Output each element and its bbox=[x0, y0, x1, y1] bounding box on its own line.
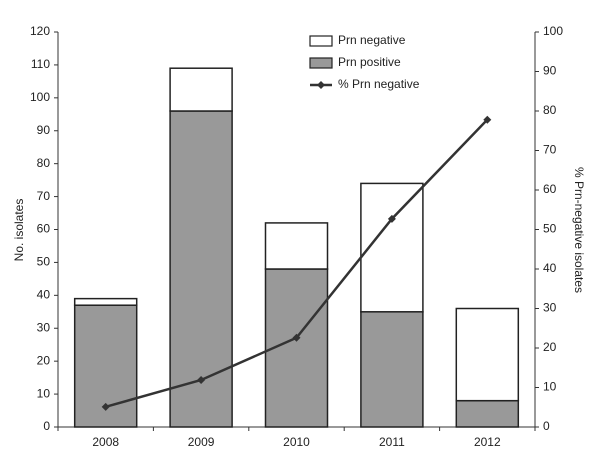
x-tick-label: 2012 bbox=[474, 435, 501, 449]
y-tick-label: 50 bbox=[37, 255, 51, 269]
y2-tick-label: 40 bbox=[543, 261, 557, 275]
legend-label: Prn negative bbox=[338, 33, 406, 47]
bar bbox=[169, 67, 233, 112]
bar bbox=[73, 297, 138, 306]
legend-label: Prn positive bbox=[338, 55, 401, 69]
y-tick-label: 10 bbox=[37, 386, 51, 400]
legend-label: % Prn negative bbox=[338, 77, 420, 91]
x-tick-label: 2008 bbox=[92, 435, 119, 449]
x-tick-label: 2009 bbox=[188, 435, 215, 449]
y-tick-label: 30 bbox=[37, 320, 51, 334]
marker bbox=[483, 115, 492, 124]
y2-tick-label: 70 bbox=[543, 143, 557, 157]
y2-tick-label: 90 bbox=[543, 64, 557, 78]
y2-tick-label: 30 bbox=[543, 301, 557, 315]
y2-tick-label: 10 bbox=[543, 380, 557, 394]
y-tick-label: 120 bbox=[30, 24, 50, 38]
y-tick-label: 110 bbox=[31, 57, 50, 71]
bar bbox=[455, 399, 520, 428]
y-tick-label: 80 bbox=[37, 156, 51, 170]
marker bbox=[101, 402, 110, 411]
y-tick-label: 90 bbox=[37, 123, 51, 137]
y-tick-label: 60 bbox=[37, 222, 51, 236]
y2-tick-label: 50 bbox=[543, 222, 557, 236]
bar bbox=[360, 182, 424, 313]
x-tick-label: 2010 bbox=[283, 435, 310, 449]
y2-tick-label: 20 bbox=[543, 340, 557, 354]
y2-tick-label: 100 bbox=[543, 24, 563, 38]
y2-axis-label: % Prn-negative isolates bbox=[572, 167, 586, 293]
marker bbox=[387, 214, 396, 223]
y-tick-label: 20 bbox=[37, 353, 51, 367]
y-tick-label: 0 bbox=[43, 419, 50, 433]
legend-marker bbox=[317, 81, 325, 89]
bar bbox=[169, 110, 233, 428]
bar bbox=[455, 307, 520, 402]
y2-tick-label: 60 bbox=[543, 182, 557, 196]
x-tick-label: 2011 bbox=[379, 435, 405, 449]
y2-tick-label: 0 bbox=[543, 419, 550, 433]
y-tick-label: 40 bbox=[37, 288, 51, 302]
y-tick-label: 100 bbox=[30, 90, 50, 104]
legend-swatch bbox=[309, 35, 333, 47]
y2-tick-label: 80 bbox=[543, 103, 557, 117]
y-tick-label: 70 bbox=[37, 189, 51, 203]
bar bbox=[264, 222, 329, 270]
marker bbox=[292, 333, 301, 342]
y-axis-label: No. isolates bbox=[12, 199, 26, 262]
marker bbox=[197, 375, 206, 384]
legend-swatch bbox=[309, 57, 333, 69]
bar bbox=[360, 311, 424, 428]
